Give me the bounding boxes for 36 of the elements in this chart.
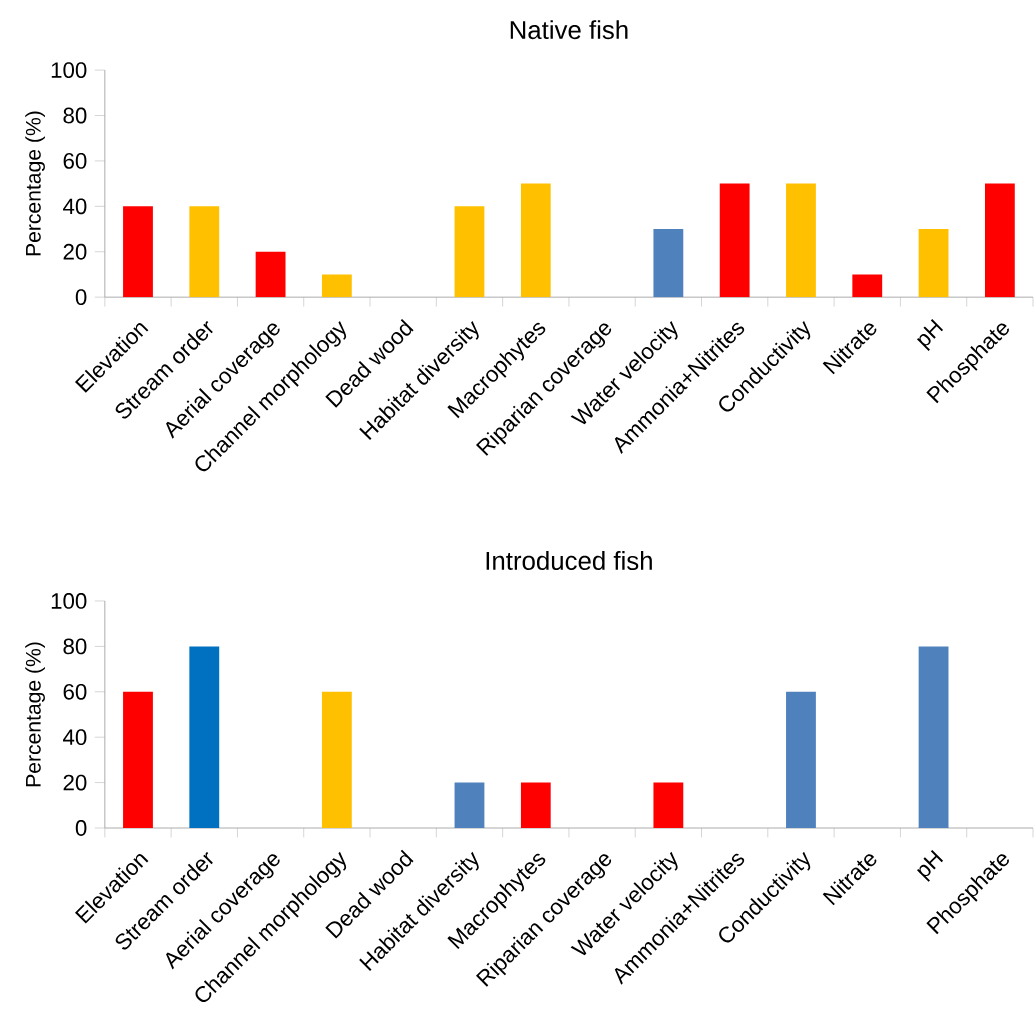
bar [520,183,551,298]
y-tick-label: 60 [63,683,87,700]
bar [454,782,485,828]
bar [984,183,1015,298]
bar [321,691,352,828]
bar [719,183,750,298]
bar [189,646,220,828]
bar [786,691,816,828]
y-axis-title: Percentage (%) [25,111,45,256]
bar [852,274,883,298]
bar [520,782,551,828]
chart-title: Native fish [510,20,628,40]
y-tick-label: 0 [75,820,87,836]
chart-title: Introduced fish [486,551,652,570]
y-tick-label: 100 [51,593,87,609]
y-tick-label: 80 [63,107,87,124]
y-tick-label: 40 [63,729,87,746]
bar [786,183,816,298]
bar [653,782,684,828]
y-tick-label: 20 [63,774,87,791]
y-tick-label: 80 [63,638,87,655]
y-tick-label: 40 [63,198,87,215]
bar [123,691,153,828]
y-tick-label: 60 [63,153,87,169]
bar [653,229,684,298]
bar [123,206,153,298]
bar [454,206,485,298]
y-tick-label: 0 [75,289,87,306]
y-tick-label: 20 [63,243,87,260]
bar [918,229,949,298]
y-axis-title: Percentage (%) [25,642,45,787]
y-tick-label: 100 [51,62,87,78]
bar [321,274,352,298]
bar [189,206,220,298]
bar [255,251,286,298]
bar [918,646,949,828]
